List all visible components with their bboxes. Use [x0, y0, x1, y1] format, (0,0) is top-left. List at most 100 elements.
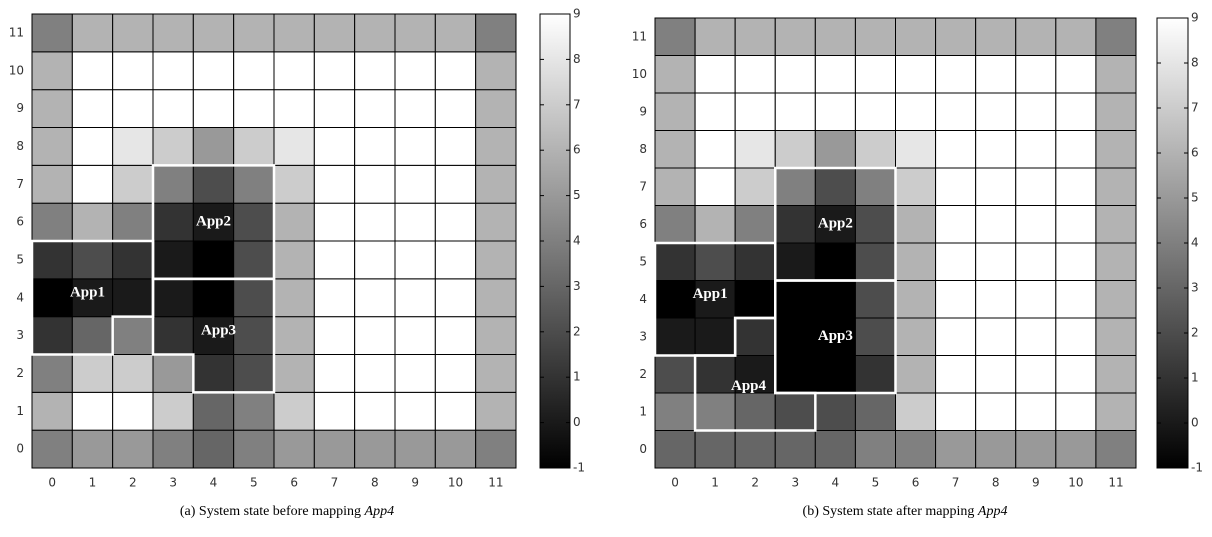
caption-text: (a) System state before mapping	[180, 504, 361, 519]
cell	[774, 392, 816, 431]
cell	[313, 391, 356, 431]
cell	[192, 354, 235, 393]
cell	[434, 391, 477, 431]
y-tick-label: 1	[16, 404, 24, 418]
colorbar-tick-label: 2	[573, 324, 581, 338]
cell	[354, 240, 396, 280]
cell	[854, 92, 897, 131]
cell	[71, 164, 114, 204]
cell	[814, 55, 856, 94]
cell	[975, 17, 1017, 56]
cell	[273, 127, 315, 166]
cell	[734, 430, 776, 469]
cell	[774, 167, 816, 206]
x-tick-label: 7	[952, 476, 960, 490]
cell	[774, 130, 816, 169]
cell	[233, 316, 275, 355]
cell	[233, 51, 275, 91]
cell	[354, 429, 396, 469]
cell	[313, 164, 356, 204]
cell	[975, 355, 1017, 394]
y-tick-label: 0	[639, 442, 647, 456]
cell	[734, 355, 776, 394]
cell	[774, 355, 816, 394]
y-tick-label: 9	[639, 104, 647, 118]
cell	[854, 167, 897, 206]
cell	[774, 242, 816, 281]
cell	[654, 430, 696, 469]
cell	[654, 392, 696, 431]
cell	[734, 167, 776, 206]
cell	[71, 278, 114, 318]
region-label: App3	[201, 322, 236, 338]
cell	[192, 13, 235, 53]
cell	[1015, 92, 1057, 131]
colorbar-tick-label: 6	[573, 143, 581, 157]
cell	[434, 278, 477, 318]
cell	[1015, 392, 1057, 431]
cell	[71, 240, 114, 280]
cell	[935, 130, 977, 169]
cell	[734, 55, 776, 94]
cell	[475, 13, 517, 53]
cell	[895, 130, 937, 169]
cell	[434, 202, 477, 242]
cell	[1015, 17, 1057, 56]
cell	[152, 51, 194, 91]
cell	[814, 92, 856, 131]
cell	[354, 13, 396, 53]
cell	[31, 278, 73, 318]
cell	[895, 430, 937, 469]
cell	[854, 55, 897, 94]
cell	[814, 430, 856, 469]
x-tick-label: 8	[371, 476, 379, 490]
cell	[1015, 242, 1057, 281]
cell	[71, 391, 114, 431]
colorbar-tick-label: 3	[1191, 281, 1199, 295]
cell	[434, 429, 477, 469]
cell	[814, 17, 856, 56]
cell	[774, 280, 816, 319]
cell	[774, 430, 816, 469]
colorbar-tick-label: 0	[573, 415, 581, 429]
y-tick-label: 6	[639, 217, 647, 231]
cell	[1055, 17, 1097, 56]
cell	[152, 429, 194, 469]
cell	[112, 240, 154, 280]
cell	[1095, 205, 1137, 244]
cell	[152, 202, 194, 242]
cell	[734, 17, 776, 56]
cell	[975, 242, 1017, 281]
cell	[192, 240, 235, 280]
colorbar-tick-label: 1	[1191, 371, 1199, 385]
cell	[935, 317, 977, 356]
cell	[192, 202, 235, 242]
y-tick-label: 1	[639, 404, 647, 418]
cell	[975, 92, 1017, 131]
cell	[1055, 130, 1097, 169]
heatmap	[654, 17, 1137, 469]
colorbar-tick-label: 1	[573, 370, 581, 384]
cell	[233, 164, 275, 204]
cell	[112, 202, 154, 242]
cell	[654, 355, 696, 394]
cell	[734, 317, 776, 356]
cell	[313, 240, 356, 280]
cell	[152, 164, 194, 204]
cell	[112, 429, 154, 469]
cell	[975, 392, 1017, 431]
cell	[192, 316, 235, 355]
cell	[475, 89, 517, 128]
cell	[895, 355, 937, 394]
x-tick-label: 5	[872, 476, 880, 490]
cell	[814, 355, 856, 394]
cell	[654, 92, 696, 131]
cell	[1095, 92, 1137, 131]
cell	[273, 316, 315, 355]
cell	[112, 278, 154, 318]
cell	[694, 317, 736, 356]
cell	[694, 242, 736, 281]
cell	[694, 392, 736, 431]
cell	[313, 89, 356, 128]
colorbar-tick-label: 3	[573, 279, 581, 293]
